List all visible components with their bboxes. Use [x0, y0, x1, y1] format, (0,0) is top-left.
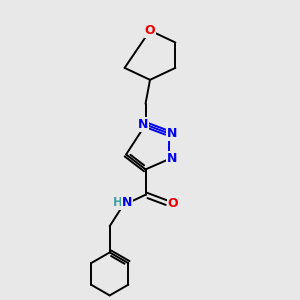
Text: O: O	[145, 24, 155, 37]
Text: O: O	[168, 197, 178, 210]
Text: N: N	[138, 118, 148, 131]
Text: N: N	[122, 196, 132, 209]
Text: N: N	[167, 127, 177, 140]
Text: N: N	[167, 152, 177, 166]
Text: H: H	[113, 196, 123, 209]
